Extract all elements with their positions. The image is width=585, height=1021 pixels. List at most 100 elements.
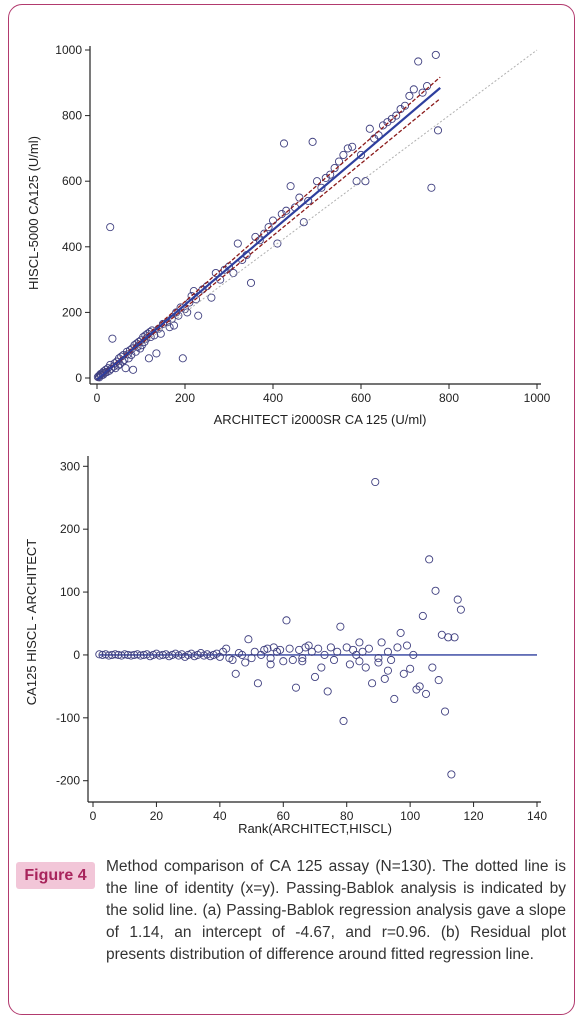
data-point [108, 334, 117, 343]
axes: 0 20 40 60 80 100 120 140 300 200 100 0 -100 -200 [56, 456, 547, 823]
data-point [111, 650, 120, 659]
data-point [310, 672, 320, 682]
data-point [98, 650, 107, 659]
x-tick-label: 60 [277, 809, 291, 823]
data-point [106, 223, 115, 232]
data-point [352, 177, 361, 186]
data-point [320, 650, 329, 659]
y-tick-label: 300 [60, 459, 80, 473]
y-tick-label: 200 [60, 522, 80, 536]
data-point [428, 663, 437, 672]
data-point [307, 647, 316, 656]
data-point [178, 354, 187, 363]
x-tick-label: 0 [90, 809, 97, 823]
data-point [273, 239, 282, 248]
data-point [266, 654, 275, 663]
data-point [361, 177, 370, 186]
data-point [334, 157, 344, 166]
data-point [447, 770, 456, 779]
data-point [288, 655, 297, 665]
data-point [114, 650, 123, 659]
data-point [418, 88, 427, 97]
data-point [250, 647, 259, 656]
data-point [456, 605, 465, 614]
y-tick-label: 0 [73, 648, 80, 662]
data-point [244, 635, 253, 644]
x-tick-label: 0 [94, 391, 101, 405]
data-point [298, 654, 307, 663]
data-point [238, 650, 247, 659]
y-tick-label: 100 [60, 585, 80, 599]
data-point [222, 644, 231, 653]
data-point [169, 321, 179, 330]
identity-line [96, 49, 538, 379]
data-point [282, 206, 291, 215]
data-point [158, 650, 167, 659]
passing-bablok-scatter-chart: 0 200 400 600 800 1000 0 200 400 600 800 1000 ARCHI… [26, 43, 551, 427]
data-point [431, 50, 440, 59]
data-point [453, 595, 462, 604]
data-point [312, 177, 322, 186]
y-tick-label: 600 [62, 174, 82, 188]
data-point [136, 651, 145, 660]
data-point [104, 651, 113, 660]
regression-lines [96, 49, 538, 381]
data-point [264, 223, 273, 232]
data-point [130, 650, 139, 659]
x-axis-label: ARCHITECT i2000SR CA 125 (U/ml) [214, 412, 427, 427]
data-point [380, 674, 389, 683]
data-point [207, 293, 216, 302]
x-tick-label: 800 [439, 391, 459, 405]
data-point [326, 170, 335, 179]
data-point [263, 644, 272, 653]
figure-frame [8, 4, 575, 1015]
data-point [291, 683, 301, 692]
data-point [355, 638, 364, 647]
data-point [434, 676, 443, 685]
data-point [371, 477, 380, 487]
data-point [174, 311, 183, 320]
data-point [121, 364, 130, 373]
data-point [247, 654, 256, 663]
data-point [123, 650, 132, 659]
data-point [308, 137, 317, 146]
data-point [418, 611, 427, 621]
y-tick-label: 200 [62, 305, 82, 319]
data-point [282, 616, 291, 625]
y-tick-label: 400 [62, 240, 82, 254]
x-tick-label: 140 [527, 809, 547, 823]
data-point [368, 679, 377, 688]
data-point [120, 650, 129, 659]
data-point [152, 349, 161, 358]
data-point [339, 716, 348, 726]
residual-points [95, 477, 465, 779]
data-point [314, 644, 323, 653]
data-point [246, 278, 256, 287]
data-point [390, 694, 399, 704]
data-point [409, 650, 418, 659]
x-tick-label: 1000 [524, 391, 551, 405]
data-point [450, 633, 459, 642]
y-axis-label: CA125 HISCL - ARCHITECT [24, 539, 39, 705]
data-point [268, 216, 278, 225]
data-point [406, 664, 415, 673]
data-point [229, 268, 238, 278]
data-point [253, 679, 262, 688]
data-point [400, 101, 410, 110]
data-point [241, 658, 250, 667]
data-point [127, 651, 136, 660]
x-tick-label: 600 [351, 391, 371, 405]
data-point [286, 182, 295, 191]
data-point [415, 682, 424, 691]
data-point [427, 183, 436, 192]
y-tick-label: -200 [56, 774, 80, 788]
x-tick-label: 80 [340, 809, 354, 823]
data-point [425, 555, 434, 564]
data-point [431, 586, 440, 595]
data-point [387, 655, 396, 665]
data-point [323, 687, 332, 696]
data-point [405, 91, 414, 100]
y-tick-label: 1000 [55, 43, 82, 57]
data-point [317, 663, 326, 672]
data-point [422, 82, 432, 91]
